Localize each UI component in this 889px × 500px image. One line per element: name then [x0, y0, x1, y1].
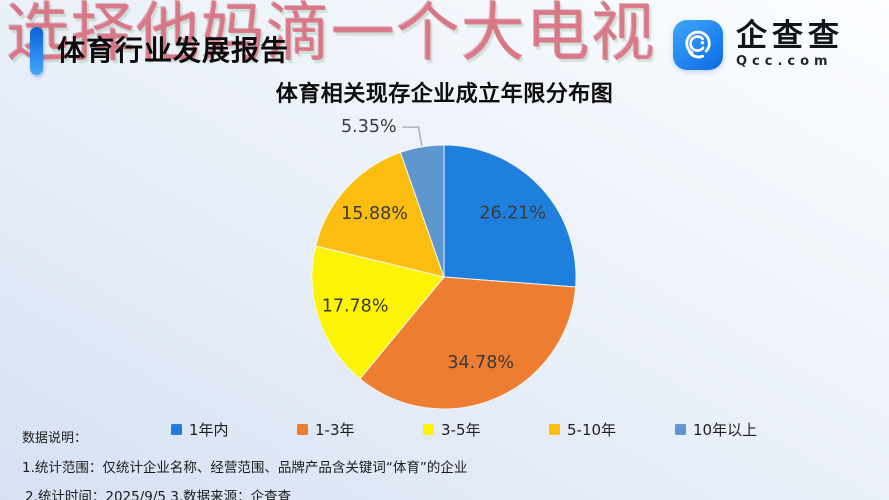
qcc-logo-icon: [673, 20, 723, 70]
notes-line-2: 2.统计时间：2025/9/5 3.数据来源：企查查: [25, 489, 292, 500]
legend-label: 1-3年: [315, 421, 355, 439]
legend-marker: [171, 424, 182, 435]
legend-label: 5-10年: [567, 421, 617, 439]
qcc-logo-text: 企查查 Qcc.com: [736, 20, 844, 69]
label-leader-line: [402, 126, 423, 147]
pie-slice-1-3年: [359, 276, 577, 410]
pie-slice-label: 26.21%: [479, 203, 546, 223]
notes-heading: 数据说明：: [22, 431, 88, 446]
legend-marker: [675, 424, 686, 435]
pie-slice-3-5年: [311, 245, 445, 380]
title-accent-bar: [30, 27, 43, 75]
magnifier-q-glyph: [685, 30, 711, 59]
chart-title: 体育相关现存企业成立年限分布图: [275, 82, 614, 107]
legend-marker: [423, 424, 434, 435]
qcc-logo-name: 企查查: [736, 18, 844, 54]
legend-label: 3-5年: [441, 421, 481, 439]
chart-legend: 1年内 1-3年 3-5年 5-10年 10年以上: [171, 419, 801, 440]
legend-item-1-3年: 1-3年: [297, 419, 423, 440]
data-notes: 数据说明： 1.统计范围：仅统计企业名称、经营范围、品牌产品含关键词“体育”的企…: [22, 427, 467, 500]
watermark-text: 选择他妈滴一个大电视: [6, 0, 656, 71]
pie-slice-label: 34.78%: [447, 353, 514, 373]
notes-line-1: 1.统计范围：仅统计企业名称、经营范围、品牌产品含关键词“体育”的企业: [22, 460, 468, 476]
legend-item-10年以上: 10年以上: [675, 419, 801, 440]
qcc-logo: 企查查 Qcc.com: [673, 20, 844, 70]
legend-item-5-10年: 5-10年: [549, 419, 675, 440]
report-title: 体育行业发展报告: [57, 34, 290, 67]
pie-slice-1年内: [443, 144, 577, 288]
legend-marker: [549, 424, 560, 435]
legend-label: 10年以上: [693, 421, 758, 439]
pie-slice-label: 15.88%: [341, 204, 408, 224]
qcc-logo-domain: Qcc.com: [736, 53, 833, 69]
pie-slice-label: 5.35%: [341, 117, 397, 137]
pie-slice-label: 17.78%: [322, 297, 389, 317]
legend-item-3-5年: 3-5年: [423, 419, 549, 440]
pie-slice-10年以上: [399, 144, 445, 278]
legend-item-1年内: 1年内: [171, 419, 297, 440]
legend-marker: [297, 424, 308, 435]
report-header: 体育行业发展报告: [0, 0, 889, 80]
pie-slice-5-10年: [315, 151, 445, 278]
legend-label: 1年内: [189, 421, 229, 439]
